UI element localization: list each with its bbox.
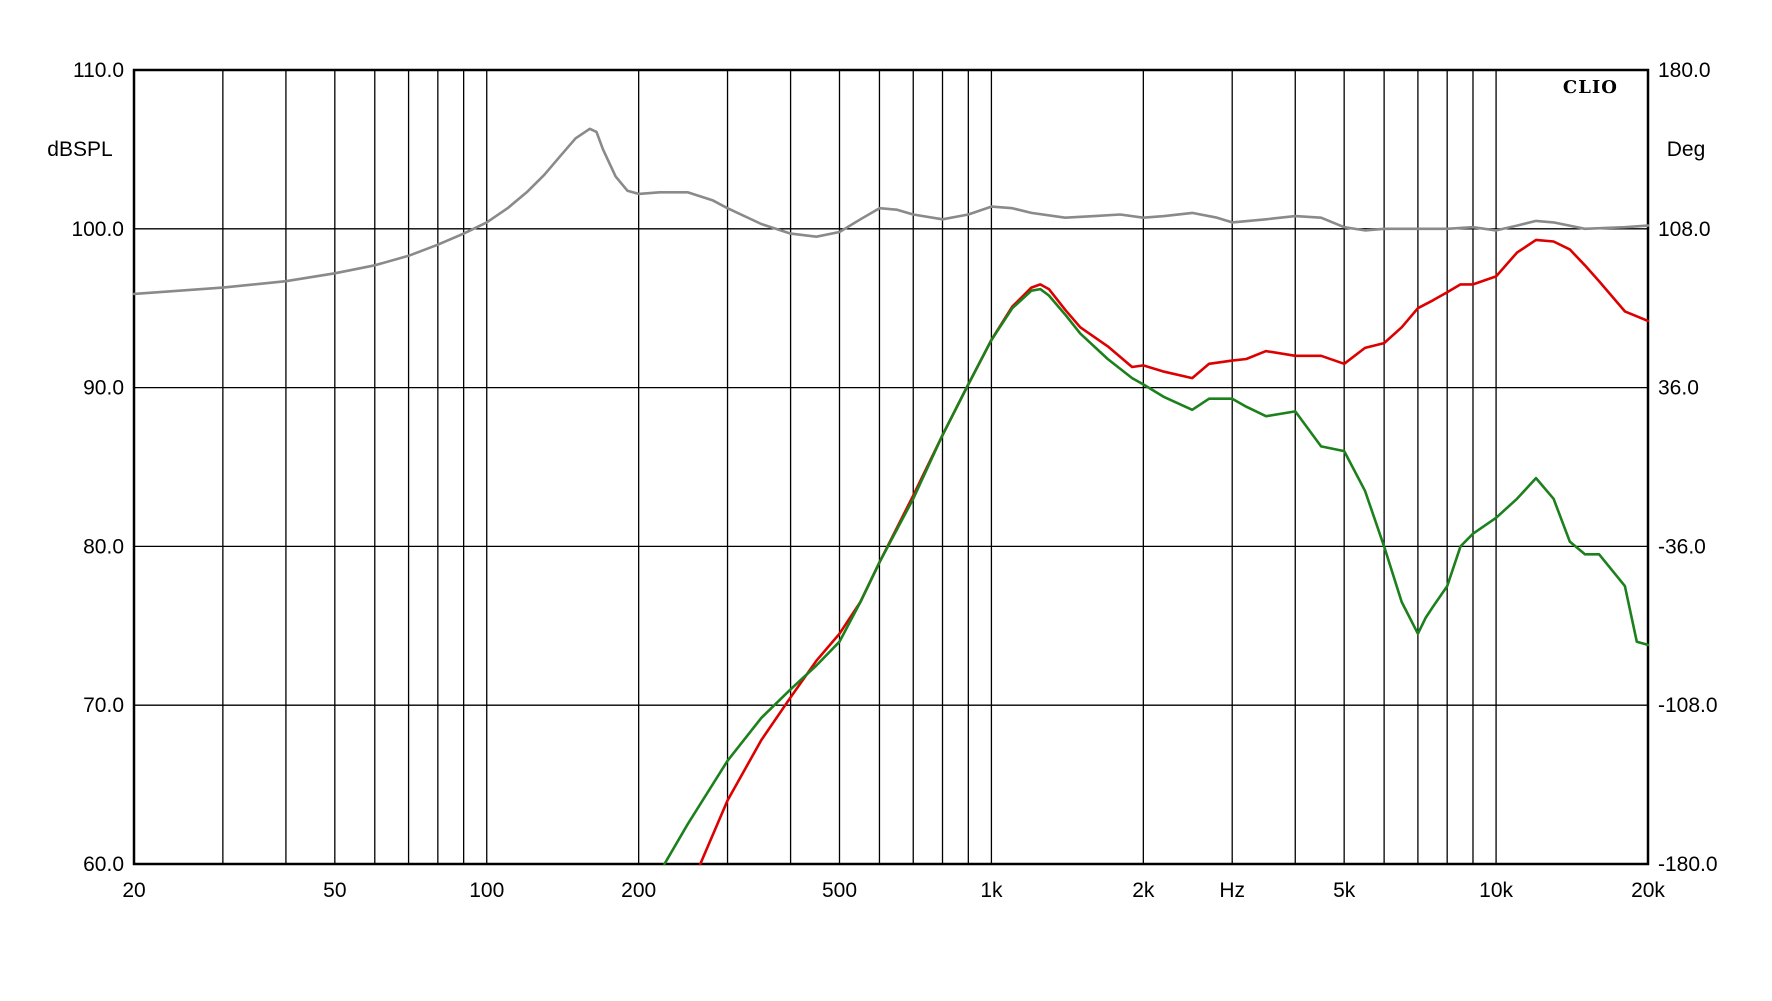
- y-tick-label-right: 108.0: [1658, 218, 1711, 241]
- x-tick-label: 50: [323, 879, 346, 902]
- y-tick-label-right: -36.0: [1658, 535, 1706, 558]
- plot-frame: [132, 68, 1650, 866]
- x-tick-label: 20: [122, 879, 145, 902]
- x-tick-label: 10k: [1479, 879, 1513, 902]
- y-axis-label-right: Deg: [1667, 138, 1706, 161]
- x-axis-label: Hz: [1219, 879, 1245, 902]
- x-tick-label: 100: [469, 879, 504, 902]
- y-tick-label-left: 80.0: [83, 535, 124, 558]
- y-tick-label-right: 36.0: [1658, 377, 1699, 400]
- x-tick-label: 1k: [980, 879, 1003, 902]
- y-axis-label-left: dBSPL: [47, 138, 112, 161]
- series-line-2: [698, 238, 1650, 866]
- tick-labels: 20 50 100 200 500 1k 2k 5k 10k 20k 60.0 70.0 80.0 90.…: [71, 59, 1717, 902]
- series-line-1: [132, 127, 1650, 296]
- y-tick-label-left: 70.0: [83, 694, 124, 717]
- y-tick-label-right: 180.0: [1658, 59, 1711, 82]
- series-layer: [132, 127, 1650, 866]
- y-tick-label-left: 90.0: [83, 377, 124, 400]
- x-tick-label: 500: [822, 879, 857, 902]
- x-tick-label: 5k: [1333, 879, 1356, 902]
- x-tick-label: 200: [621, 879, 656, 902]
- y-tick-label-left: 100.0: [71, 218, 124, 241]
- y-tick-label-right: -180.0: [1658, 853, 1718, 876]
- y-tick-label-left: 110.0: [73, 59, 124, 82]
- y-tick-label-left: 60.0: [83, 853, 124, 876]
- x-tick-label: 2k: [1132, 879, 1155, 902]
- series-line-3: [663, 287, 1650, 866]
- y-tick-label-right: -108.0: [1658, 694, 1718, 717]
- grid: [134, 69, 1649, 865]
- clio-logo: CLIO: [1563, 77, 1618, 98]
- x-tick-label: 20k: [1631, 879, 1665, 902]
